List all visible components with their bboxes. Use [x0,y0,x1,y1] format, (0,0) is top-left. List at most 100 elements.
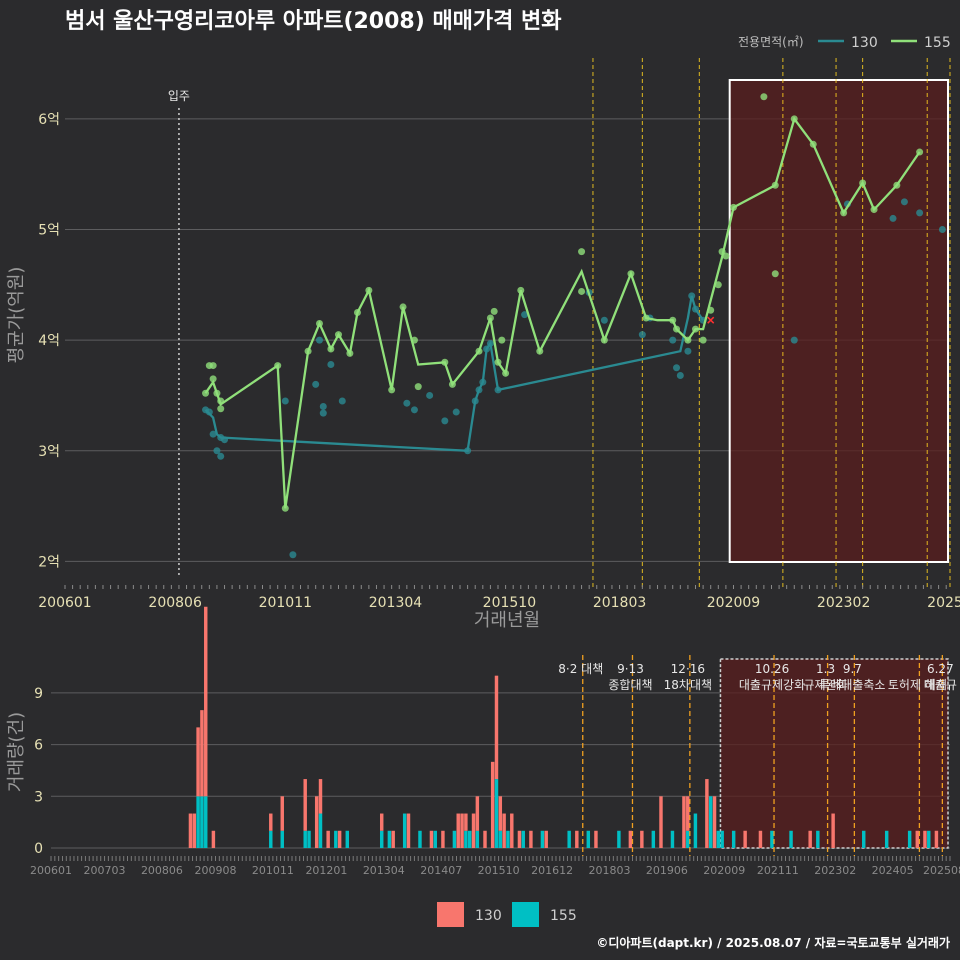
data-point-130 [900,198,908,206]
data-point-130 [441,417,449,425]
legend-label-130: 130 [851,35,878,51]
data-point-155 [490,307,498,315]
data-point-155 [486,314,494,322]
volume-legend-swatch-130 [437,902,464,927]
data-point-130 [475,386,483,394]
volume-bar-155 [884,830,889,848]
data-point-155 [578,248,586,256]
volume-bar-130 [280,796,284,831]
data-point-130 [889,214,897,222]
policy-label: 토허제 해제 [888,678,947,692]
price-panel: 2억 3억 4억 5억 6억 입주 200601 200806 201011 201304 2015… [6,58,960,631]
volume-bar-155 [196,796,200,848]
data-point-155 [304,347,312,355]
volume-bar-130 [544,830,548,848]
data-point-155 [414,383,422,391]
data-point-155 [315,320,323,328]
price-ytick-label: 3억 [38,444,60,460]
legend-title: 전용면적(㎡) [738,35,804,49]
volume-bar-130 [196,727,200,797]
data-point-155 [502,369,510,377]
policy-label: 1.3 [816,662,835,676]
policy-label: 대출규제강화 [739,678,805,692]
footer-credit: ©디아파트(dapt.kr) / 2025.08.07 / 자료=국토교통부 실… [596,935,950,950]
volume-bar-130 [517,830,522,848]
volume-bar-130 [326,830,330,848]
volume-bar-130 [318,779,323,814]
volume-bar-155 [379,830,384,848]
volume-ytick-label: 3 [34,789,43,805]
data-point-155 [699,336,707,344]
volume-bar-130 [831,813,835,848]
data-point-155 [209,375,217,383]
data-point-155 [494,358,502,366]
volume-bar-130 [758,830,763,848]
policy-label: 10.26 [755,662,789,676]
volume-xtick-label: 201201 [305,864,347,877]
volume-xtick-label: 200601 [30,864,72,877]
volume-bar-155 [467,830,472,848]
data-point-130 [494,386,502,394]
price-ytick-label: 5억 [38,222,60,238]
data-point-155 [353,308,361,316]
volume-xtick-label: 200806 [141,864,183,877]
volume-bar-130 [686,796,690,831]
data-point-155 [213,389,221,397]
price-xtick-label: 200601 [38,595,91,611]
price-xtick-label: 201510 [483,595,536,611]
data-point-130 [479,378,487,386]
volume-bar-130 [429,830,434,848]
data-point-130 [319,403,327,411]
volume-bar-155 [789,830,793,848]
policy-label: 9·13 [617,662,644,676]
volume-bar-155 [452,830,457,848]
price-xaxis-label: 거래년월 [474,610,540,631]
data-point-130 [688,292,696,300]
series-line-155 [204,116,921,509]
data-point-155 [202,389,210,397]
data-point-155 [840,209,848,217]
volume-bar-155 [494,779,499,848]
data-point-130 [676,372,684,380]
volume-legend: 130 155 [437,902,577,927]
volume-bar-155 [693,813,698,848]
data-point-130 [471,397,479,405]
volume-xtick-label: 201304 [363,864,405,877]
volume-bar-130 [200,710,204,797]
volume-xtick-label: 202302 [814,864,856,877]
volume-bar-155 [521,830,525,848]
volume-bar-155 [318,813,323,848]
policy-label: 18차대책 [664,677,712,692]
data-point-155 [274,362,282,370]
data-point-130 [521,311,529,319]
data-point-155 [809,140,817,148]
volume-bar-155 [418,830,422,848]
data-point-155 [729,203,737,211]
move-in-label: 입주 [168,89,190,103]
volume-bar-155 [475,830,480,848]
price-xtick-label: 200806 [148,595,202,611]
data-point-155 [536,347,544,355]
data-point-155 [327,345,335,353]
policy-label: 대출규 [924,678,957,692]
volume-bar-155 [907,830,912,848]
volume-bar-155 [720,830,724,848]
data-point-130 [213,447,221,455]
data-point-130 [483,345,491,353]
volume-bar-155 [708,796,713,848]
data-point-130 [600,316,608,324]
volume-xtick-label: 202508 [923,864,960,877]
data-point-130 [281,397,289,405]
volume-legend-label-155: 155 [550,908,577,924]
data-point-155 [578,287,586,295]
volume-bar-130 [682,796,686,848]
data-point-155 [859,179,867,187]
data-point-130 [338,397,346,405]
volume-xtick-label: 201407 [420,864,462,877]
data-point-130 [916,209,924,217]
volume-bar-155 [586,830,591,848]
data-point-155 [893,181,901,189]
volume-bar-130 [510,813,514,848]
price-xtick-label: 201011 [259,595,312,611]
volume-bar-130 [188,813,193,848]
